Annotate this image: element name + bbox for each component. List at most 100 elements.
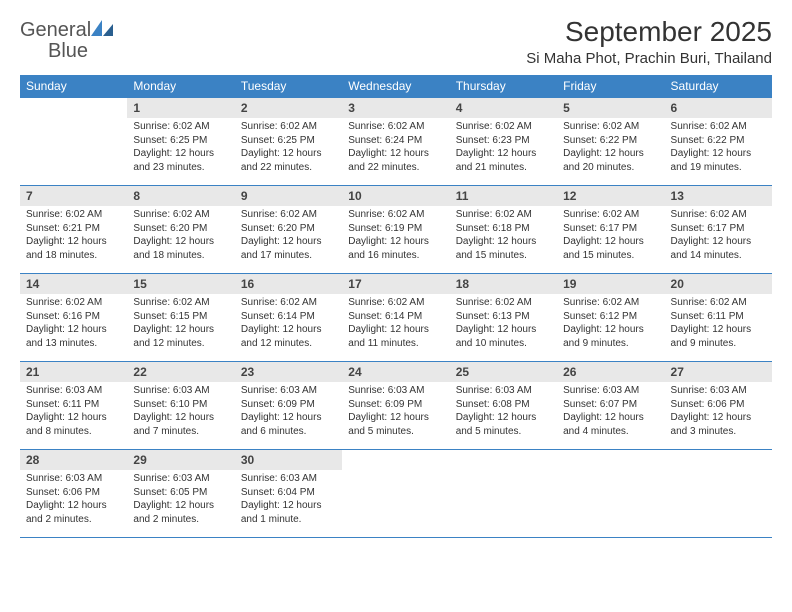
sunset: Sunset: 6:14 PM <box>241 310 336 324</box>
day-number: 27 <box>665 362 772 382</box>
logo-text-general: General <box>20 19 91 41</box>
logo: General Blue <box>20 16 113 62</box>
day-number: 26 <box>557 362 664 382</box>
weekday-header: Tuesday <box>235 75 342 98</box>
day-info: Sunrise: 6:03 AMSunset: 6:05 PMDaylight:… <box>127 470 234 530</box>
day-cell: 10Sunrise: 6:02 AMSunset: 6:19 PMDayligh… <box>342 186 449 274</box>
sunrise: Sunrise: 6:02 AM <box>241 208 336 222</box>
sunset: Sunset: 6:12 PM <box>563 310 658 324</box>
day-cell: 25Sunrise: 6:03 AMSunset: 6:08 PMDayligh… <box>450 362 557 450</box>
sunrise: Sunrise: 6:02 AM <box>671 120 766 134</box>
day-info: Sunrise: 6:03 AMSunset: 6:11 PMDaylight:… <box>20 382 127 442</box>
day-info: Sunrise: 6:02 AMSunset: 6:12 PMDaylight:… <box>557 294 664 354</box>
day-cell: 20Sunrise: 6:02 AMSunset: 6:11 PMDayligh… <box>665 274 772 362</box>
day-cell <box>450 450 557 538</box>
day-cell: 12Sunrise: 6:02 AMSunset: 6:17 PMDayligh… <box>557 186 664 274</box>
day-number: 5 <box>557 98 664 118</box>
day-number: 6 <box>665 98 772 118</box>
day-cell: 13Sunrise: 6:02 AMSunset: 6:17 PMDayligh… <box>665 186 772 274</box>
weekday-header: Friday <box>557 75 664 98</box>
day-number: 17 <box>342 274 449 294</box>
day-info: Sunrise: 6:02 AMSunset: 6:20 PMDaylight:… <box>127 206 234 266</box>
sunrise: Sunrise: 6:02 AM <box>563 208 658 222</box>
day-info: Sunrise: 6:02 AMSunset: 6:21 PMDaylight:… <box>20 206 127 266</box>
daylight: Daylight: 12 hours and 20 minutes. <box>563 147 658 174</box>
sunset: Sunset: 6:06 PM <box>671 398 766 412</box>
day-number: 19 <box>557 274 664 294</box>
sunrise: Sunrise: 6:02 AM <box>456 120 551 134</box>
day-info: Sunrise: 6:03 AMSunset: 6:04 PMDaylight:… <box>235 470 342 530</box>
sunrise: Sunrise: 6:02 AM <box>241 120 336 134</box>
sunrise: Sunrise: 6:02 AM <box>563 120 658 134</box>
day-cell: 2Sunrise: 6:02 AMSunset: 6:25 PMDaylight… <box>235 98 342 186</box>
weekday-header: Wednesday <box>342 75 449 98</box>
day-number: 25 <box>450 362 557 382</box>
page-title: September 2025 <box>526 16 772 48</box>
day-info: Sunrise: 6:02 AMSunset: 6:22 PMDaylight:… <box>557 118 664 178</box>
day-cell: 18Sunrise: 6:02 AMSunset: 6:13 PMDayligh… <box>450 274 557 362</box>
day-info: Sunrise: 6:02 AMSunset: 6:25 PMDaylight:… <box>235 118 342 178</box>
daylight: Daylight: 12 hours and 2 minutes. <box>26 499 121 526</box>
day-number: 18 <box>450 274 557 294</box>
sunset: Sunset: 6:20 PM <box>133 222 228 236</box>
sunset: Sunset: 6:25 PM <box>241 134 336 148</box>
sunrise: Sunrise: 6:02 AM <box>456 208 551 222</box>
sunset: Sunset: 6:22 PM <box>563 134 658 148</box>
sunrise: Sunrise: 6:03 AM <box>26 472 121 486</box>
day-number: 23 <box>235 362 342 382</box>
day-cell: 22Sunrise: 6:03 AMSunset: 6:10 PMDayligh… <box>127 362 234 450</box>
sunrise: Sunrise: 6:02 AM <box>671 208 766 222</box>
day-cell: 16Sunrise: 6:02 AMSunset: 6:14 PMDayligh… <box>235 274 342 362</box>
daylight: Daylight: 12 hours and 2 minutes. <box>133 499 228 526</box>
day-number: 30 <box>235 450 342 470</box>
day-number: 10 <box>342 186 449 206</box>
daylight: Daylight: 12 hours and 14 minutes. <box>671 235 766 262</box>
sunrise: Sunrise: 6:02 AM <box>133 208 228 222</box>
day-cell: 30Sunrise: 6:03 AMSunset: 6:04 PMDayligh… <box>235 450 342 538</box>
day-cell: 21Sunrise: 6:03 AMSunset: 6:11 PMDayligh… <box>20 362 127 450</box>
sunset: Sunset: 6:22 PM <box>671 134 766 148</box>
weekday-header: Monday <box>127 75 234 98</box>
daylight: Daylight: 12 hours and 22 minutes. <box>348 147 443 174</box>
day-number: 8 <box>127 186 234 206</box>
day-info: Sunrise: 6:03 AMSunset: 6:06 PMDaylight:… <box>20 470 127 530</box>
day-number: 15 <box>127 274 234 294</box>
day-info: Sunrise: 6:03 AMSunset: 6:09 PMDaylight:… <box>342 382 449 442</box>
day-info: Sunrise: 6:02 AMSunset: 6:18 PMDaylight:… <box>450 206 557 266</box>
day-info: Sunrise: 6:02 AMSunset: 6:13 PMDaylight:… <box>450 294 557 354</box>
sunrise: Sunrise: 6:03 AM <box>133 472 228 486</box>
sunset: Sunset: 6:14 PM <box>348 310 443 324</box>
sunrise: Sunrise: 6:02 AM <box>26 208 121 222</box>
daylight: Daylight: 12 hours and 17 minutes. <box>241 235 336 262</box>
sunset: Sunset: 6:21 PM <box>26 222 121 236</box>
sunrise: Sunrise: 6:02 AM <box>26 296 121 310</box>
day-info: Sunrise: 6:02 AMSunset: 6:11 PMDaylight:… <box>665 294 772 354</box>
day-number: 21 <box>20 362 127 382</box>
daylight: Daylight: 12 hours and 10 minutes. <box>456 323 551 350</box>
day-cell: 26Sunrise: 6:03 AMSunset: 6:07 PMDayligh… <box>557 362 664 450</box>
day-info: Sunrise: 6:03 AMSunset: 6:08 PMDaylight:… <box>450 382 557 442</box>
sunset: Sunset: 6:09 PM <box>348 398 443 412</box>
day-cell <box>342 450 449 538</box>
sunrise: Sunrise: 6:02 AM <box>348 120 443 134</box>
day-info: Sunrise: 6:03 AMSunset: 6:06 PMDaylight:… <box>665 382 772 442</box>
daylight: Daylight: 12 hours and 9 minutes. <box>671 323 766 350</box>
day-cell: 17Sunrise: 6:02 AMSunset: 6:14 PMDayligh… <box>342 274 449 362</box>
sunrise: Sunrise: 6:03 AM <box>348 384 443 398</box>
day-cell: 29Sunrise: 6:03 AMSunset: 6:05 PMDayligh… <box>127 450 234 538</box>
week-row: 21Sunrise: 6:03 AMSunset: 6:11 PMDayligh… <box>20 362 772 450</box>
day-info: Sunrise: 6:02 AMSunset: 6:19 PMDaylight:… <box>342 206 449 266</box>
day-info: Sunrise: 6:02 AMSunset: 6:14 PMDaylight:… <box>235 294 342 354</box>
location: Si Maha Phot, Prachin Buri, Thailand <box>526 50 772 67</box>
weekday-header: Thursday <box>450 75 557 98</box>
week-row: 14Sunrise: 6:02 AMSunset: 6:16 PMDayligh… <box>20 274 772 362</box>
day-number: 7 <box>20 186 127 206</box>
sunset: Sunset: 6:19 PM <box>348 222 443 236</box>
sunset: Sunset: 6:04 PM <box>241 486 336 500</box>
sunrise: Sunrise: 6:02 AM <box>456 296 551 310</box>
weekday-header-row: SundayMondayTuesdayWednesdayThursdayFrid… <box>20 75 772 98</box>
daylight: Daylight: 12 hours and 13 minutes. <box>26 323 121 350</box>
day-info: Sunrise: 6:02 AMSunset: 6:25 PMDaylight:… <box>127 118 234 178</box>
daylight: Daylight: 12 hours and 5 minutes. <box>348 411 443 438</box>
day-number: 11 <box>450 186 557 206</box>
